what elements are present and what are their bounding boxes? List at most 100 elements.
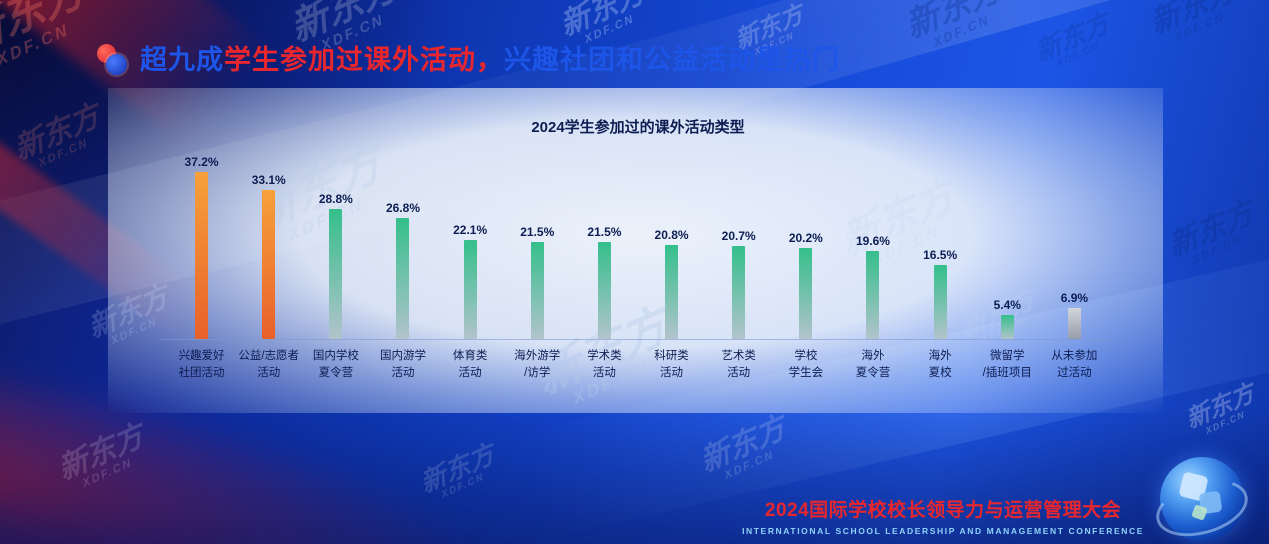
bar [866, 251, 880, 339]
bar [933, 265, 947, 339]
bar-zone: 33.1% [252, 147, 286, 339]
watermark-cn: 新东方 [1164, 195, 1258, 264]
title-segment: 兴趣社团和公益活动是热门 [504, 44, 840, 75]
bar-category-label: 兴趣爱好 社团活动 [178, 350, 225, 380]
bar-column: 20.2% 学校 学生会 [772, 147, 839, 383]
watermark-en: XDF.CN [37, 136, 90, 170]
brand-dot-icon [96, 44, 128, 76]
bar-category-label: 艺术类 活动 [721, 350, 756, 380]
bar [329, 209, 343, 339]
bar-category-label: 学校 学生会 [788, 350, 824, 380]
watermark-cn: 新东方 [286, 0, 404, 51]
watermark-en: XDF.CN [109, 315, 159, 347]
bar-chart: 2024学生参加过的课外活动类型 37.2% 兴趣爱好 社团活动 33.1% 公益/志愿… [160, 116, 1116, 383]
bar-column: 5.4% 微留学/插班项目 [974, 147, 1041, 383]
bar-category-label: 微留学/插班项目 [982, 350, 1032, 380]
slide-header: 超九成学生参加过课外活动，兴趣社团和公益活动是热门 [96, 44, 840, 76]
title-segment: 超九成 [140, 44, 224, 75]
bar-category-label: 海外游学/访学 [514, 350, 561, 380]
bar-column: 28.8% 国内学校 夏令营 [302, 147, 369, 383]
watermark-cn: 新东方 [0, 0, 91, 65]
bar-value-label: 22.1% [453, 223, 488, 237]
bar [597, 242, 611, 339]
bar-value-label: 20.8% [654, 228, 689, 242]
bar-value-label: 37.2% [184, 155, 219, 169]
watermark-cn: 新东方 [10, 98, 104, 167]
conference-footer: 2024国际学校校长领导力与运营管理大会 INTERNATIONAL SCHOO… [742, 495, 1144, 536]
bar-zone: 37.2% [185, 147, 219, 339]
watermark-en: XDF.CN [1055, 39, 1101, 70]
bar-column: 6.9% 从未参加 过活动 [1041, 147, 1108, 383]
bar-zone: 20.8% [655, 147, 689, 339]
bar-column: 21.5% 学术类 活动 [571, 147, 638, 383]
bar [732, 246, 746, 339]
watermark-en: XDF.CN [1204, 409, 1247, 437]
bar [1000, 315, 1014, 339]
bar-zone: 21.5% [587, 147, 621, 339]
bar-column: 16.5% 海外 夏校 [907, 147, 974, 383]
bar-zone: 6.9% [1061, 147, 1088, 339]
bar-value-label: 26.8% [385, 201, 420, 215]
bar-category-label: 海外 夏令营 [855, 350, 891, 380]
bar-column: 19.6% 海外 夏令营 [839, 147, 906, 383]
bar-value-label: 19.6% [855, 234, 890, 248]
bar-column: 26.8% 国内游学 活动 [369, 147, 436, 383]
watermark-en: XDF.CN [1191, 233, 1244, 267]
bar-zone: 22.1% [453, 147, 487, 339]
bar-value-label: 21.5% [520, 225, 555, 239]
bar-category-label: 学术类 活动 [587, 350, 622, 380]
bar-column: 33.1% 公益/志愿者 活动 [235, 147, 302, 383]
bar-value-label: 20.2% [788, 231, 823, 245]
bar-value-label: 20.7% [721, 229, 756, 243]
bar-category-label: 国内学校 夏令营 [312, 350, 359, 380]
watermark-en: XDF.CN [931, 10, 992, 50]
watermark-en: XDF.CN [0, 19, 72, 70]
bar [1067, 308, 1081, 339]
bar [195, 172, 209, 339]
watermark-cn: 新东方 [901, 0, 1007, 47]
bar-category-label: 从未参加 过活动 [1051, 350, 1098, 380]
bar-column: 37.2% 兴趣爱好 社团活动 [168, 147, 235, 383]
bar [396, 218, 410, 339]
watermark-en: XDF.CN [723, 448, 776, 482]
bar-zone: 20.7% [722, 147, 756, 339]
bar-column: 21.5% 海外游学/访学 [504, 147, 571, 383]
watermark-cn: 新东方 [556, 0, 650, 43]
bars-area: 37.2% 兴趣爱好 社团活动 33.1% 公益/志愿者 活动 28.8% 国内学校 夏令营 26… [160, 147, 1116, 383]
bar-zone: 28.8% [319, 147, 353, 339]
watermark-cn: 新东方 [84, 279, 172, 344]
bar [665, 245, 679, 339]
watermark-cn: 新东方 [1183, 379, 1258, 435]
bar-zone: 16.5% [923, 147, 957, 339]
bar-category-label: 科研类 活动 [654, 350, 689, 380]
bar-column: 20.7% 艺术类 活动 [705, 147, 772, 383]
bar-category-label: 国内游学 活动 [379, 350, 426, 380]
watermark-en: XDF.CN [583, 12, 636, 46]
conference-title-cn: 2024国际学校校长领导力与运营管理大会 [764, 500, 1122, 521]
bar-category-label: 体育类 活动 [452, 350, 488, 380]
page-title: 超九成学生参加过课外活动，兴趣社团和公益活动是热门 [140, 44, 840, 75]
bar-zone: 21.5% [520, 147, 554, 339]
bar-column: 22.1% 体育类 活动 [437, 147, 504, 383]
bar [799, 248, 813, 339]
watermark-cn: 新东方 [417, 438, 498, 499]
bar-zone: 20.2% [789, 147, 823, 339]
bar-category-label: 公益/志愿者 活动 [238, 350, 300, 380]
chart-title: 2024学生参加过的课外活动类型 [531, 119, 745, 136]
bar [530, 242, 544, 339]
bar-value-label: 33.1% [251, 173, 286, 187]
watermark-en: XDF.CN [81, 456, 134, 490]
watermark-en: XDF.CN [1173, 10, 1226, 44]
